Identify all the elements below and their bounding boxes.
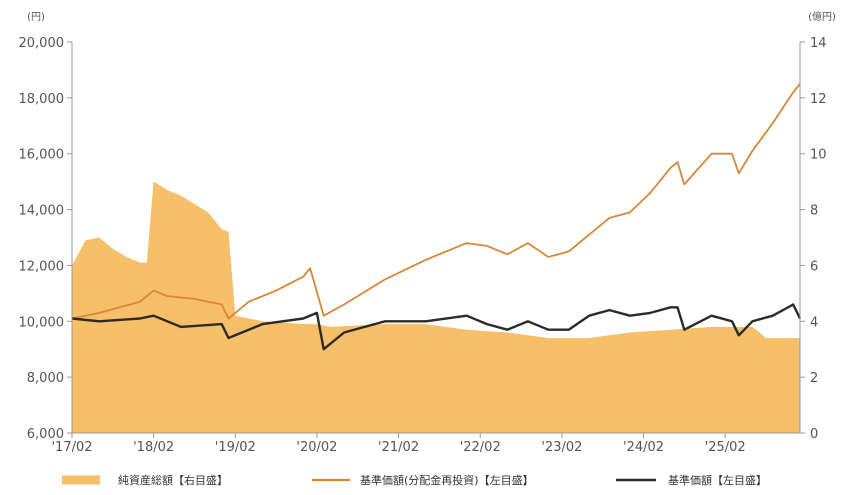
- left-tick-label: 14,000: [19, 204, 65, 219]
- x-tick-label: '24/02: [623, 440, 664, 455]
- x-tick-label: '20/02: [296, 440, 337, 455]
- x-tick-label: '22/02: [460, 440, 501, 455]
- left-tick-label: 16,000: [19, 148, 65, 163]
- legend-nav-label: 基準価額【左目盛】: [668, 473, 767, 487]
- legend-nav-reinvested-label: 基準価額(分配金再投資)【左目盛】: [360, 473, 534, 487]
- left-tick-label: 6,000: [27, 427, 64, 442]
- x-tick-label: '19/02: [215, 440, 256, 455]
- left-tick-label: 18,000: [19, 92, 65, 107]
- axes: 20,000 18,000 16,000 14,000 12,000 10,000 8,00…: [19, 36, 827, 455]
- right-tick-label: 6: [810, 259, 818, 274]
- x-tick-label: '21/02: [378, 440, 419, 455]
- series-net-assets-area: [72, 181, 800, 433]
- series-nav-reinvested-line: [71, 83, 801, 320]
- x-tick-label: '17/02: [51, 440, 92, 455]
- plot-area: [71, 83, 802, 433]
- legend: 純資産総額【右目盛】 基準価額(分配金再投資)【左目盛】 基準価額【左目盛】: [62, 473, 767, 487]
- left-tick-label: 20,000: [19, 36, 65, 51]
- right-tick-label: 10: [810, 148, 827, 163]
- left-axis-unit: (円): [27, 12, 45, 23]
- series-nav-line: [71, 303, 802, 351]
- x-tick-label: '23/02: [541, 440, 582, 455]
- right-axis-unit: (億円): [808, 10, 836, 23]
- right-tick-label: 2: [810, 371, 818, 386]
- left-tick-label: 12,000: [19, 259, 65, 274]
- left-tick-label: 10,000: [19, 315, 65, 330]
- legend-net-assets-label: 純資産総額【右目盛】: [118, 473, 228, 487]
- x-tick-label: '25/02: [705, 440, 746, 455]
- right-tick-label: 14: [810, 36, 827, 51]
- x-tick-label: '18/02: [133, 440, 174, 455]
- left-tick-label: 8,000: [27, 371, 64, 386]
- right-tick-label: 0: [810, 427, 818, 442]
- right-tick-label: 4: [810, 315, 818, 330]
- right-tick-label: 12: [810, 92, 827, 107]
- right-tick-label: 8: [810, 204, 818, 219]
